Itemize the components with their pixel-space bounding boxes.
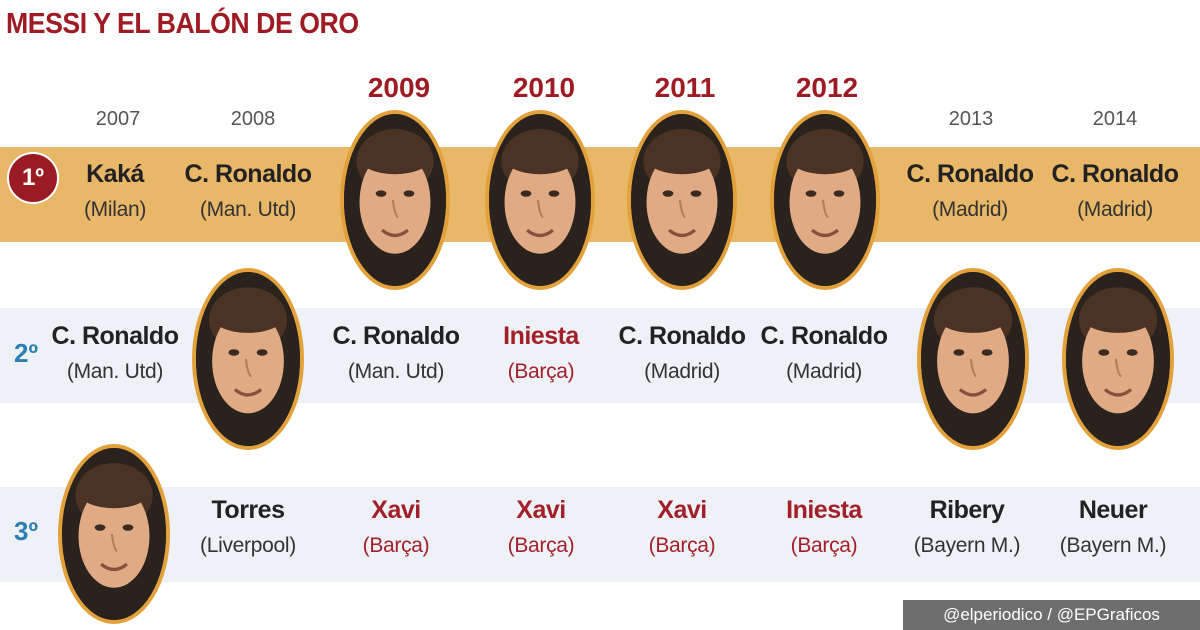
year-2011-messi: 2011 bbox=[654, 72, 716, 103]
third-place-band bbox=[0, 487, 1200, 582]
third-place-2009: Xavi (Barça) bbox=[321, 494, 471, 560]
third-place-2008: Torres (Liverpool) bbox=[173, 494, 323, 560]
player-club: (Barça) bbox=[648, 534, 716, 557]
player-club: (Barça) bbox=[507, 534, 575, 557]
player-club: (Madrid) bbox=[1077, 198, 1153, 221]
player-name: Kaká bbox=[86, 160, 144, 188]
portrait-graphic bbox=[489, 114, 591, 286]
portrait-graphic bbox=[62, 448, 166, 620]
second-place-2010: Iniesta (Barça) bbox=[466, 320, 616, 386]
messi-photo-2011 bbox=[627, 110, 737, 290]
rank-second-label: 2º bbox=[14, 338, 38, 368]
player-name: C. Ronaldo bbox=[184, 160, 312, 188]
portrait-graphic bbox=[921, 272, 1025, 446]
year-2007: 2007 bbox=[95, 108, 141, 130]
player-club: (Man. Utd) bbox=[347, 360, 445, 383]
first-place-2007: Kaká (Milan) bbox=[40, 158, 190, 224]
portrait-graphic bbox=[631, 114, 733, 286]
third-place-2013: Ribery (Bayern M.) bbox=[892, 494, 1042, 560]
portrait-graphic bbox=[1066, 272, 1170, 446]
player-name: C. Ronaldo bbox=[332, 322, 460, 350]
year-2009-messi: 2009 bbox=[367, 72, 431, 103]
third-place-2010: Xavi (Barça) bbox=[466, 494, 616, 560]
year-2008: 2008 bbox=[230, 108, 276, 130]
third-place-2011: Xavi (Barça) bbox=[607, 494, 757, 560]
rank-first-badge: 1º bbox=[7, 152, 59, 204]
second-place-2009: C. Ronaldo (Man. Utd) bbox=[321, 320, 471, 386]
player-club: (Man. Utd) bbox=[66, 360, 164, 383]
messi-photo-2013 bbox=[917, 268, 1029, 450]
credit-footer: @elperiodico / @EPGraficos bbox=[903, 600, 1200, 630]
year-2013: 2013 bbox=[948, 108, 994, 130]
year-2012-messi: 2012 bbox=[795, 72, 859, 103]
first-place-2008: C. Ronaldo (Man. Utd) bbox=[173, 158, 323, 224]
messi-photo-2012 bbox=[770, 110, 880, 290]
player-club: (Barça) bbox=[507, 360, 575, 383]
portrait-graphic bbox=[774, 114, 876, 286]
player-club: (Madrid) bbox=[932, 198, 1008, 221]
messi-photo-2007 bbox=[58, 444, 170, 624]
player-name: C. Ronaldo bbox=[760, 322, 888, 350]
rank-third-label: 3º bbox=[14, 516, 38, 546]
player-club: (Man. Utd) bbox=[199, 198, 297, 221]
player-name: Neuer bbox=[1078, 496, 1148, 524]
portrait-graphic bbox=[196, 272, 300, 446]
messi-photo-2009 bbox=[340, 110, 450, 290]
first-place-2013: C. Ronaldo (Madrid) bbox=[895, 158, 1045, 224]
player-name: C. Ronaldo bbox=[618, 322, 746, 350]
portrait-graphic bbox=[344, 114, 446, 286]
year-2010-messi: 2010 bbox=[512, 72, 576, 103]
second-place-2007: C. Ronaldo (Man. Utd) bbox=[40, 320, 190, 386]
player-club: (Bayern M.) bbox=[1059, 534, 1167, 557]
player-club: (Bayern M.) bbox=[913, 534, 1021, 557]
player-name: Iniesta bbox=[786, 496, 862, 524]
player-name: Torres bbox=[211, 496, 285, 524]
first-place-2014: C. Ronaldo (Madrid) bbox=[1040, 158, 1190, 224]
player-club: (Madrid) bbox=[644, 360, 720, 383]
second-place-2012: C. Ronaldo (Madrid) bbox=[749, 320, 899, 386]
player-name: C. Ronaldo bbox=[1051, 160, 1179, 188]
player-name: Xavi bbox=[657, 496, 707, 524]
player-club: (Milan) bbox=[83, 198, 147, 221]
messi-photo-2014 bbox=[1062, 268, 1174, 450]
player-club: (Liverpool) bbox=[200, 534, 296, 557]
player-name: Xavi bbox=[371, 496, 421, 524]
third-place-2014: Neuer (Bayern M.) bbox=[1038, 494, 1188, 560]
third-place-2012: Iniesta (Barça) bbox=[749, 494, 899, 560]
messi-photo-2010 bbox=[485, 110, 595, 290]
messi-photo-2008 bbox=[192, 268, 304, 450]
first-place-band bbox=[0, 147, 1200, 242]
player-club: (Madrid) bbox=[786, 360, 862, 383]
player-name: C. Ronaldo bbox=[906, 160, 1034, 188]
infographic-title: MESSI Y EL BALÓN DE ORO bbox=[6, 8, 359, 40]
second-place-2011: C. Ronaldo (Madrid) bbox=[607, 320, 757, 386]
player-club: (Barça) bbox=[362, 534, 430, 557]
player-name: Ribery bbox=[929, 496, 1005, 524]
year-2014: 2014 bbox=[1092, 108, 1138, 130]
player-name: Iniesta bbox=[503, 322, 579, 350]
player-name: Xavi bbox=[516, 496, 566, 524]
player-club: (Barça) bbox=[790, 534, 858, 557]
player-name: C. Ronaldo bbox=[51, 322, 179, 350]
